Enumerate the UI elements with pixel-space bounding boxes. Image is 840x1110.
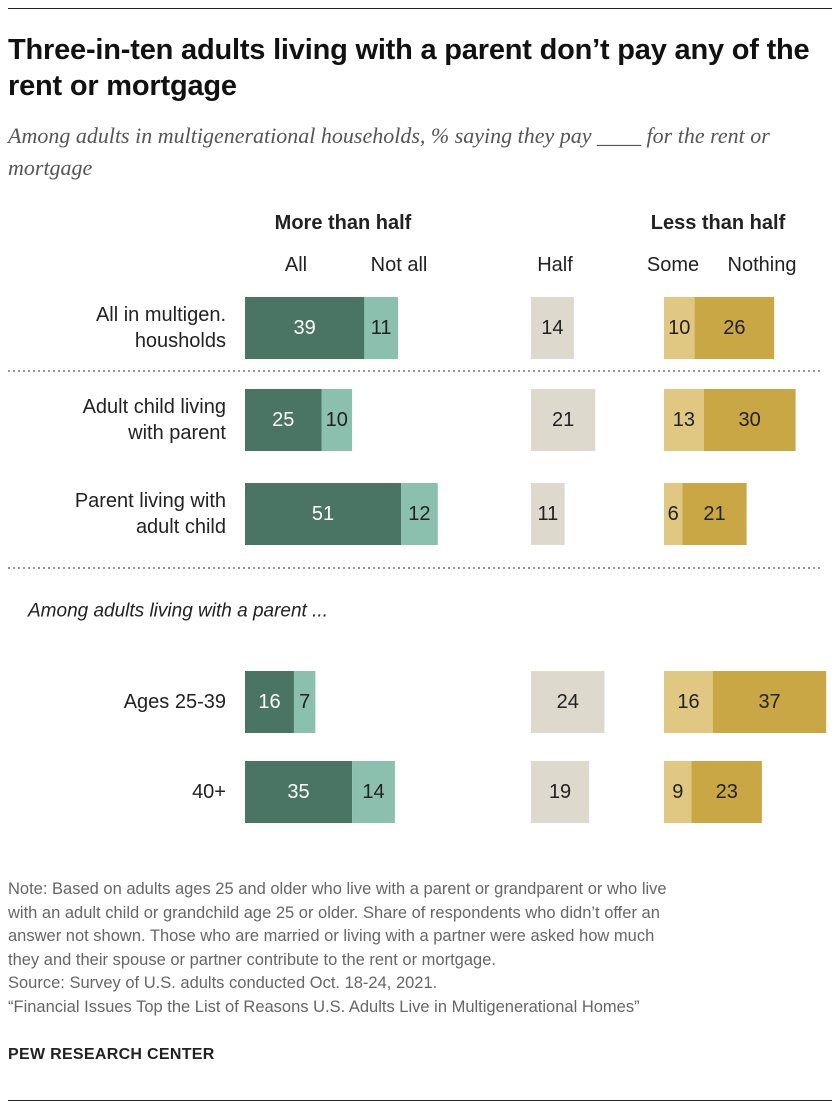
bar-some: [664, 761, 692, 823]
bar-half: [531, 483, 565, 545]
row-label: with parent: [127, 422, 226, 444]
column-header-not-all: Not all: [371, 254, 428, 276]
bar-half-label: 14: [541, 317, 563, 339]
bar-not-all-label: 11: [371, 317, 392, 339]
bar-not-all: [321, 389, 353, 451]
chart: More than half Less than half All Not all Ha…: [8, 212, 827, 823]
bar-all: [245, 671, 294, 733]
brand-logo-text: PEW RESEARCH CENTER: [8, 1046, 215, 1063]
column-header-all: All: [285, 254, 307, 276]
bar-some: [664, 297, 695, 359]
bar-nothing: [694, 297, 775, 359]
bar-all-label: 51: [312, 503, 334, 525]
bar-some-label: 6: [668, 503, 679, 525]
note-line: Note: Based on adults ages 25 and older …: [8, 880, 667, 898]
bar-not-all-label: 7: [299, 691, 310, 713]
report-title-line: “Financial Issues Top the List of Reason…: [8, 997, 640, 1016]
bar-some-label: 16: [677, 691, 699, 713]
bar-some: [664, 483, 683, 545]
bar-not-all: [293, 671, 316, 733]
bar-not-all: [352, 761, 395, 823]
note-line: they and their spouse or partner contrib…: [8, 950, 496, 969]
bar-some: [664, 389, 704, 451]
bar-nothing: [712, 671, 827, 733]
bar-nothing-label: 30: [739, 409, 761, 431]
top-rule: [8, 8, 832, 9]
bar-not-all-label: 10: [326, 409, 348, 431]
bar-not-all: [364, 297, 398, 359]
section-label: Among adults living with a parent ...: [27, 601, 328, 622]
bar-nothing-label: 23: [716, 781, 738, 803]
column-header-some: Some: [647, 254, 699, 276]
group-header-less-than-half: Less than half: [651, 212, 786, 234]
row-label: housholds: [135, 330, 226, 352]
row-label: All in multigen.: [96, 304, 226, 326]
bar-half: [531, 761, 590, 823]
chart-title: Three-in-ten adults living with a parent…: [8, 34, 810, 102]
bar-all-label: 16: [258, 691, 280, 713]
bar-some-label: 9: [672, 781, 683, 803]
bar-nothing: [703, 389, 796, 451]
bar-all: [245, 297, 365, 359]
bar-half-label: 11: [537, 503, 558, 525]
bar-all-label: 35: [287, 781, 309, 803]
bar-half-label: 24: [557, 691, 579, 713]
note-line: answer not shown. Those who are married …: [8, 927, 655, 945]
bar-nothing: [682, 483, 747, 545]
bar-not-all: [401, 483, 438, 545]
row-label: adult child: [136, 516, 226, 538]
source-line: Source: Survey of U.S. adults conducted …: [8, 974, 438, 992]
bar-half: [531, 671, 605, 733]
column-header-nothing: Nothing: [728, 254, 797, 276]
row-label: Parent living with: [75, 490, 226, 512]
bar-all: [245, 483, 402, 545]
bar-half: [531, 297, 574, 359]
bar-all: [245, 761, 353, 823]
bar-half: [531, 389, 596, 451]
row-label: 40+: [192, 781, 226, 803]
bar-not-all-label: 12: [408, 503, 430, 525]
note-line: with an adult child or grandchild age 25…: [8, 903, 660, 922]
bar-not-all-label: 14: [362, 781, 384, 803]
bar-some-label: 10: [668, 317, 690, 339]
bar-some-label: 13: [673, 409, 695, 431]
bar-half-label: 19: [549, 781, 571, 803]
group-header-more-than-half: More than half: [275, 212, 412, 234]
bar-all: [245, 389, 322, 451]
bar-nothing-label: 37: [758, 691, 780, 713]
notes: Note: Based on adults ages 25 and older …: [8, 878, 828, 1019]
chart-subtitle: Among adults in multigenerational househ…: [8, 123, 770, 180]
bar-some: [664, 671, 713, 733]
bottom-rule: [8, 1100, 832, 1101]
bar-all-label: 25: [272, 409, 294, 431]
row-label: Ages 25-39: [124, 691, 226, 713]
bar-nothing: [691, 761, 762, 823]
bar-all-label: 39: [294, 317, 316, 339]
column-header-half: Half: [537, 254, 573, 276]
bar-nothing-label: 26: [723, 317, 745, 339]
row-label: Adult child living: [83, 396, 226, 418]
bar-nothing-label: 21: [703, 503, 725, 525]
bar-half-label: 21: [552, 409, 574, 431]
